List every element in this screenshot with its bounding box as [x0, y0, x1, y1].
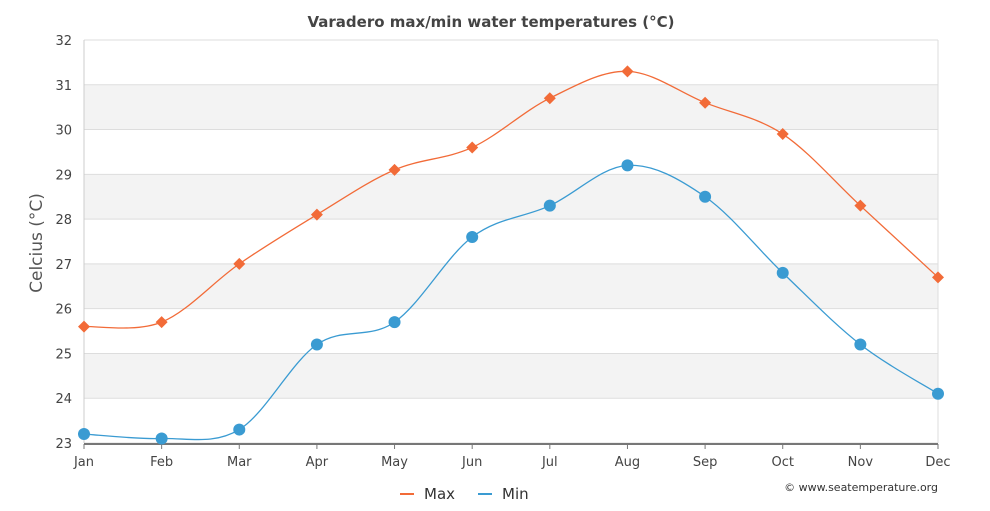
- data-point-min: [310, 338, 323, 351]
- data-point-max: [466, 141, 479, 154]
- legend: Max Min: [400, 485, 529, 503]
- x-tick-label: Dec: [925, 455, 950, 470]
- legend-label-min: Min: [502, 485, 529, 503]
- data-point-max: [310, 208, 323, 221]
- data-point-min: [155, 432, 168, 445]
- grid-band: [84, 353, 938, 399]
- x-tick-label: Jul: [541, 455, 558, 470]
- data-point-min: [854, 338, 867, 351]
- x-tick-label: Apr: [306, 455, 329, 470]
- data-point-max: [543, 92, 556, 105]
- x-tick-label: Jun: [461, 455, 482, 470]
- data-point-max: [78, 320, 90, 333]
- data-point-min: [932, 387, 944, 400]
- y-tick-label: 31: [55, 79, 72, 94]
- y-tick-label: 28: [55, 213, 72, 228]
- grid-bands: [84, 84, 938, 399]
- x-tick-label: Jan: [73, 455, 94, 470]
- credit-text: © www.seatemperature.org: [784, 481, 938, 494]
- x-tick-label: Aug: [615, 455, 640, 470]
- data-point-max: [854, 199, 867, 212]
- data-point-max: [932, 271, 944, 284]
- data-point-min: [621, 159, 634, 172]
- grid-band: [84, 84, 938, 130]
- x-tick-label: Sep: [693, 455, 718, 470]
- data-point-min: [699, 190, 712, 203]
- y-tick-label: 23: [55, 437, 72, 452]
- data-point-min: [466, 231, 479, 244]
- y-tick-label: 25: [55, 347, 72, 362]
- y-axis-label: Celcius (°C): [27, 193, 47, 293]
- data-point-min: [233, 423, 246, 436]
- data-point-min: [388, 316, 401, 329]
- grid-band: [84, 263, 938, 309]
- data-point-max: [699, 96, 712, 109]
- x-tick-labels: Jan Feb Mar Apr May Jun Jul Aug Sep Oct Nov Dec: [73, 455, 951, 470]
- data-point-max: [776, 128, 789, 141]
- grid-band: [84, 174, 938, 220]
- x-tick-label: Mar: [227, 455, 252, 470]
- x-tick-label: Feb: [150, 455, 173, 470]
- data-point-max: [388, 163, 401, 176]
- y-tick-label: 29: [55, 168, 72, 183]
- series-markers: [78, 65, 944, 445]
- data-point-max: [621, 65, 634, 78]
- y-tick-labels: 23 24 25 26 27 28 29 30 31 32: [55, 34, 72, 452]
- data-point-min: [776, 266, 789, 279]
- x-tick-label: Nov: [848, 455, 874, 470]
- y-tick-label: 30: [55, 124, 72, 139]
- y-tick-label: 24: [55, 392, 72, 407]
- legend-label-max: Max: [424, 485, 455, 503]
- axes: [83, 40, 939, 449]
- y-tick-label: 27: [55, 258, 72, 273]
- x-tick-label: May: [381, 455, 408, 470]
- data-point-min: [78, 428, 90, 441]
- y-tick-label: 26: [55, 303, 72, 318]
- chart-title: Varadero max/min water temperatures (°C): [308, 13, 675, 31]
- data-point-max: [155, 316, 168, 329]
- x-tick-label: Oct: [771, 455, 793, 470]
- y-tick-label: 32: [55, 34, 72, 49]
- data-point-min: [543, 199, 556, 212]
- grid-lines: [84, 39, 938, 444]
- data-point-max: [233, 257, 246, 270]
